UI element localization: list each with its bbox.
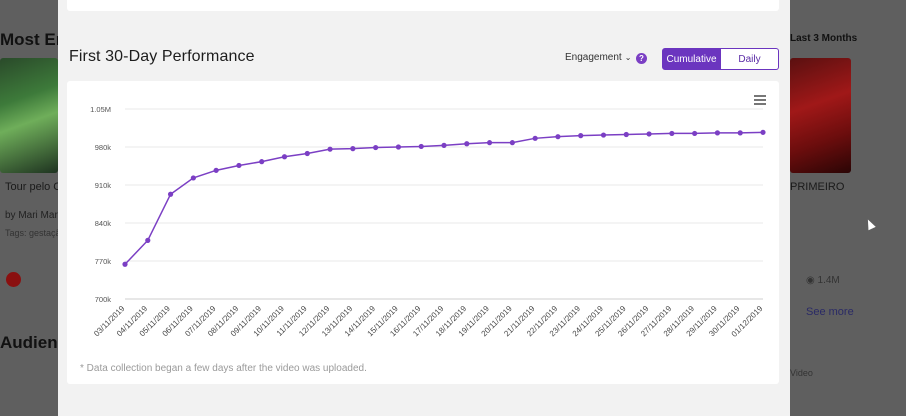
section-title-audience: Audienc	[0, 333, 68, 352]
data-point[interactable]	[714, 130, 721, 136]
data-point[interactable]	[623, 131, 629, 138]
data-point[interactable]	[464, 141, 470, 147]
video-thumbnail-right[interactable]	[790, 58, 851, 173]
data-point[interactable]	[259, 159, 265, 165]
data-point[interactable]	[692, 130, 698, 137]
data-point[interactable]	[760, 129, 766, 135]
cumulative-button[interactable]: Cumulative	[662, 48, 721, 70]
data-point[interactable]	[669, 130, 675, 137]
video-author-left[interactable]: by Mari Mar	[5, 210, 58, 221]
youtube-icon	[6, 272, 21, 287]
data-point[interactable]	[555, 134, 561, 140]
section-title-most-engaged: Most En	[0, 30, 67, 49]
chart-title: First 30-Day Performance	[69, 48, 255, 65]
modal-top-card	[67, 0, 779, 11]
data-point[interactable]	[418, 143, 424, 150]
view-toggle: Cumulative Daily	[662, 48, 779, 70]
data-point[interactable]	[600, 132, 607, 138]
chart-card: 700k 770k 840k 910k 980k 1.05M 03/11/2019 04/11…	[67, 81, 779, 384]
footnote: * Data collection began a few days after…	[80, 363, 367, 374]
data-point[interactable]	[395, 144, 402, 150]
y-tick-label: 910k	[95, 181, 112, 190]
data-point[interactable]	[441, 142, 447, 148]
data-point[interactable]	[509, 140, 515, 146]
video-title-right[interactable]: PRIMEIRO	[790, 181, 845, 193]
line-chart: 700k770k840k910k980k1.05M03/11/201904/11…	[90, 105, 766, 339]
data-point[interactable]	[532, 135, 538, 141]
data-point[interactable]	[281, 154, 288, 160]
video-tags-left: Tags: gestação	[5, 228, 66, 238]
video-title-left[interactable]: Tour pelo C	[5, 181, 62, 193]
y-tick-label: 980k	[95, 143, 112, 152]
help-icon[interactable]: ?	[636, 53, 647, 64]
video-thumbnail-left[interactable]	[0, 58, 58, 173]
video-views-right: ◉ 1.4M	[806, 275, 840, 286]
menu-icon[interactable]	[754, 95, 766, 107]
y-tick-label: 700k	[95, 295, 112, 304]
data-point[interactable]	[122, 261, 128, 267]
eye-icon: ◉	[806, 275, 818, 286]
y-tick-label: 1.05M	[90, 105, 111, 114]
data-point[interactable]	[486, 140, 493, 146]
views-count: 1.4M	[817, 275, 840, 286]
data-point[interactable]	[190, 175, 196, 181]
data-point[interactable]	[327, 146, 333, 152]
video-label: Video	[790, 368, 813, 378]
data-point[interactable]	[304, 150, 310, 157]
period-selector[interactable]: Last 3 Months	[790, 33, 858, 44]
chevron-down-icon: ⌄	[624, 53, 632, 62]
data-point[interactable]	[236, 162, 242, 169]
series-line	[124, 131, 764, 265]
data-point[interactable]	[145, 237, 151, 243]
mouse-cursor-icon	[864, 217, 876, 231]
data-point[interactable]	[646, 131, 652, 137]
engagement-dropdown[interactable]: Engagement ⌄	[565, 52, 631, 63]
data-point[interactable]	[350, 146, 356, 152]
performance-modal: First 30-Day Performance Engagement ⌄ ? …	[58, 0, 790, 416]
data-point[interactable]	[213, 167, 219, 173]
data-point[interactable]	[737, 130, 743, 136]
data-point[interactable]	[578, 133, 584, 139]
data-point[interactable]	[373, 144, 379, 151]
dropdown-label: Engagement	[565, 52, 622, 63]
daily-button[interactable]: Daily	[721, 48, 779, 70]
y-tick-label: 840k	[95, 219, 112, 228]
see-more-link[interactable]: See more	[806, 306, 854, 318]
y-tick-label: 770k	[95, 257, 112, 266]
data-point[interactable]	[167, 191, 174, 197]
